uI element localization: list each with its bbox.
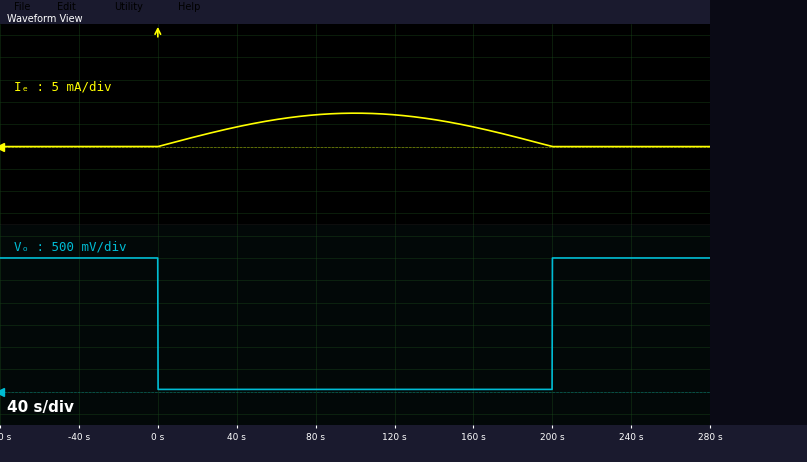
- Text: Vₒ : 500 mV/div: Vₒ : 500 mV/div: [15, 241, 127, 254]
- Text: Iₑ : 5 mA/div: Iₑ : 5 mA/div: [15, 80, 111, 93]
- Text: Help: Help: [178, 2, 200, 12]
- Text: File: File: [15, 2, 31, 12]
- Text: Utility: Utility: [114, 2, 143, 12]
- Text: Edit: Edit: [56, 2, 76, 12]
- Text: Waveform View: Waveform View: [7, 14, 83, 24]
- Text: 40 s/div: 40 s/div: [7, 400, 74, 415]
